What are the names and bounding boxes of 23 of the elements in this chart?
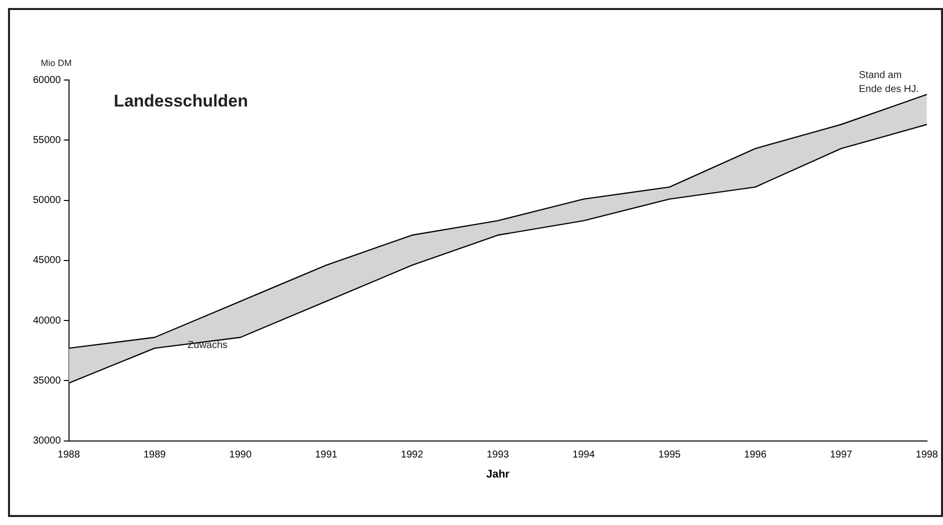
annotation: Stand am Ende des HJ. xyxy=(858,70,919,95)
x-tick-label: 1995 xyxy=(658,450,682,461)
y-tick-label: 50000 xyxy=(32,195,62,206)
y-tick-label: 60000 xyxy=(32,74,62,86)
x-tick-label: 1996 xyxy=(744,450,767,461)
y-tick-label: 45000 xyxy=(32,255,62,266)
x-tick-label: 1993 xyxy=(486,450,510,461)
text: Landesschulden xyxy=(114,92,248,111)
y-axis-title: Mio DM xyxy=(40,58,72,68)
x-tick-label: 1998 xyxy=(916,450,938,461)
x-tick-label: 1989 xyxy=(143,450,166,461)
y-tick-label: 40000 xyxy=(32,315,62,326)
x-tick-label: 1992 xyxy=(400,450,424,461)
x-tick-label: 1994 xyxy=(572,450,596,461)
x-tick-label: 1990 xyxy=(229,450,252,461)
annotation: Zuwachs xyxy=(188,340,228,352)
y-tick-label: 35000 xyxy=(32,375,62,386)
x-tick-label: 1997 xyxy=(830,450,853,461)
y-tick-label: 30000 xyxy=(32,436,62,447)
x-axis-title: Jahr xyxy=(486,468,510,480)
x-tick-label: 1991 xyxy=(315,450,338,461)
x-tick-label: 1988 xyxy=(58,450,80,461)
y-tick-label: 55000 xyxy=(32,134,62,146)
